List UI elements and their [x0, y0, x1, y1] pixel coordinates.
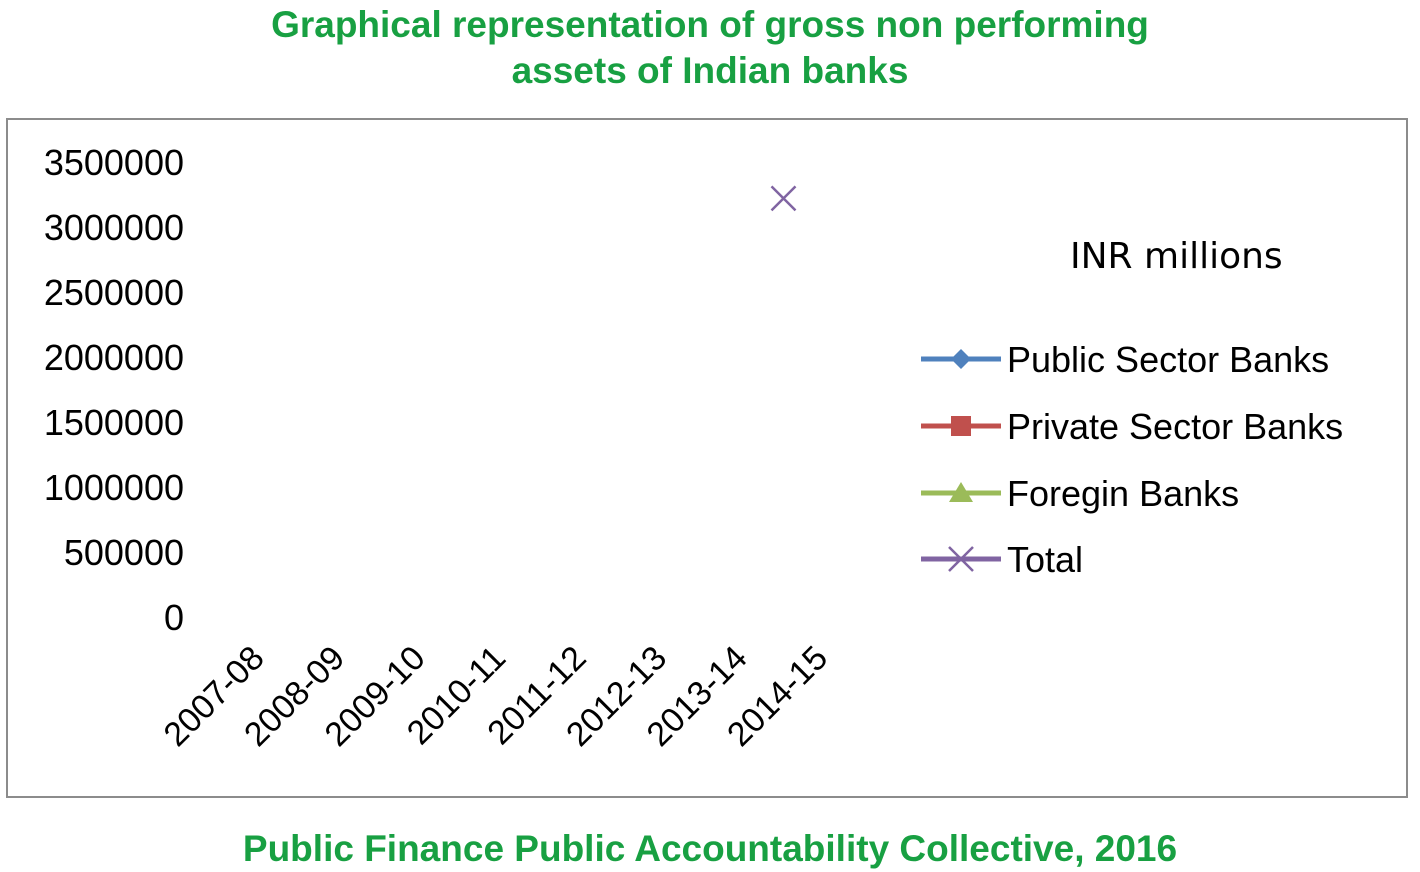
legend-label: Total	[1007, 539, 1083, 580]
y-tick-label: 3500000	[44, 142, 184, 183]
legend-label: Private Sector Banks	[1007, 406, 1343, 447]
y-tick-label: 2500000	[44, 272, 184, 313]
legend-item: Public Sector Banks	[921, 339, 1329, 380]
legend-label: Foregin Banks	[1007, 473, 1239, 514]
data-point	[770, 185, 797, 212]
legend-marker	[948, 546, 974, 572]
legend-item: Foregin Banks	[921, 473, 1239, 514]
x-axis-ticks: 2007-082008-092009-102010-112011-122012-…	[157, 639, 836, 754]
legend-label: Public Sector Banks	[1007, 339, 1329, 380]
y-tick-label: 3000000	[44, 207, 184, 248]
legend-item: Private Sector Banks	[921, 406, 1343, 447]
legend-marker	[951, 416, 971, 436]
legend-item: Total	[921, 539, 1083, 580]
chart-title-line2: assets of Indian banks	[511, 50, 909, 91]
y-tick-label: 0	[164, 597, 184, 638]
y-tick-label: 1000000	[44, 467, 184, 508]
series-total	[770, 185, 797, 212]
legend-marker	[951, 349, 971, 369]
y-tick-label: 500000	[64, 532, 184, 573]
chart-legend: Public Sector Banks Private Sector Banks F…	[921, 339, 1343, 580]
chart-frame	[6, 118, 1408, 798]
source-footer: Public Finance Public Accountability Col…	[242, 828, 1178, 869]
chart-title: Graphical representation of gross non pe…	[0, 2, 1420, 94]
series-layer	[770, 185, 797, 212]
y-axis-ticks: 0 500000 1000000 1500000 2000000 2500000 30000…	[44, 142, 184, 638]
legend-marker	[949, 482, 973, 502]
chart-title-line1: Graphical representation of gross non pe…	[271, 4, 1149, 45]
y-tick-label: 2000000	[44, 337, 184, 378]
y-tick-label: 1500000	[44, 402, 184, 443]
unit-label: INR millions	[1070, 236, 1283, 277]
